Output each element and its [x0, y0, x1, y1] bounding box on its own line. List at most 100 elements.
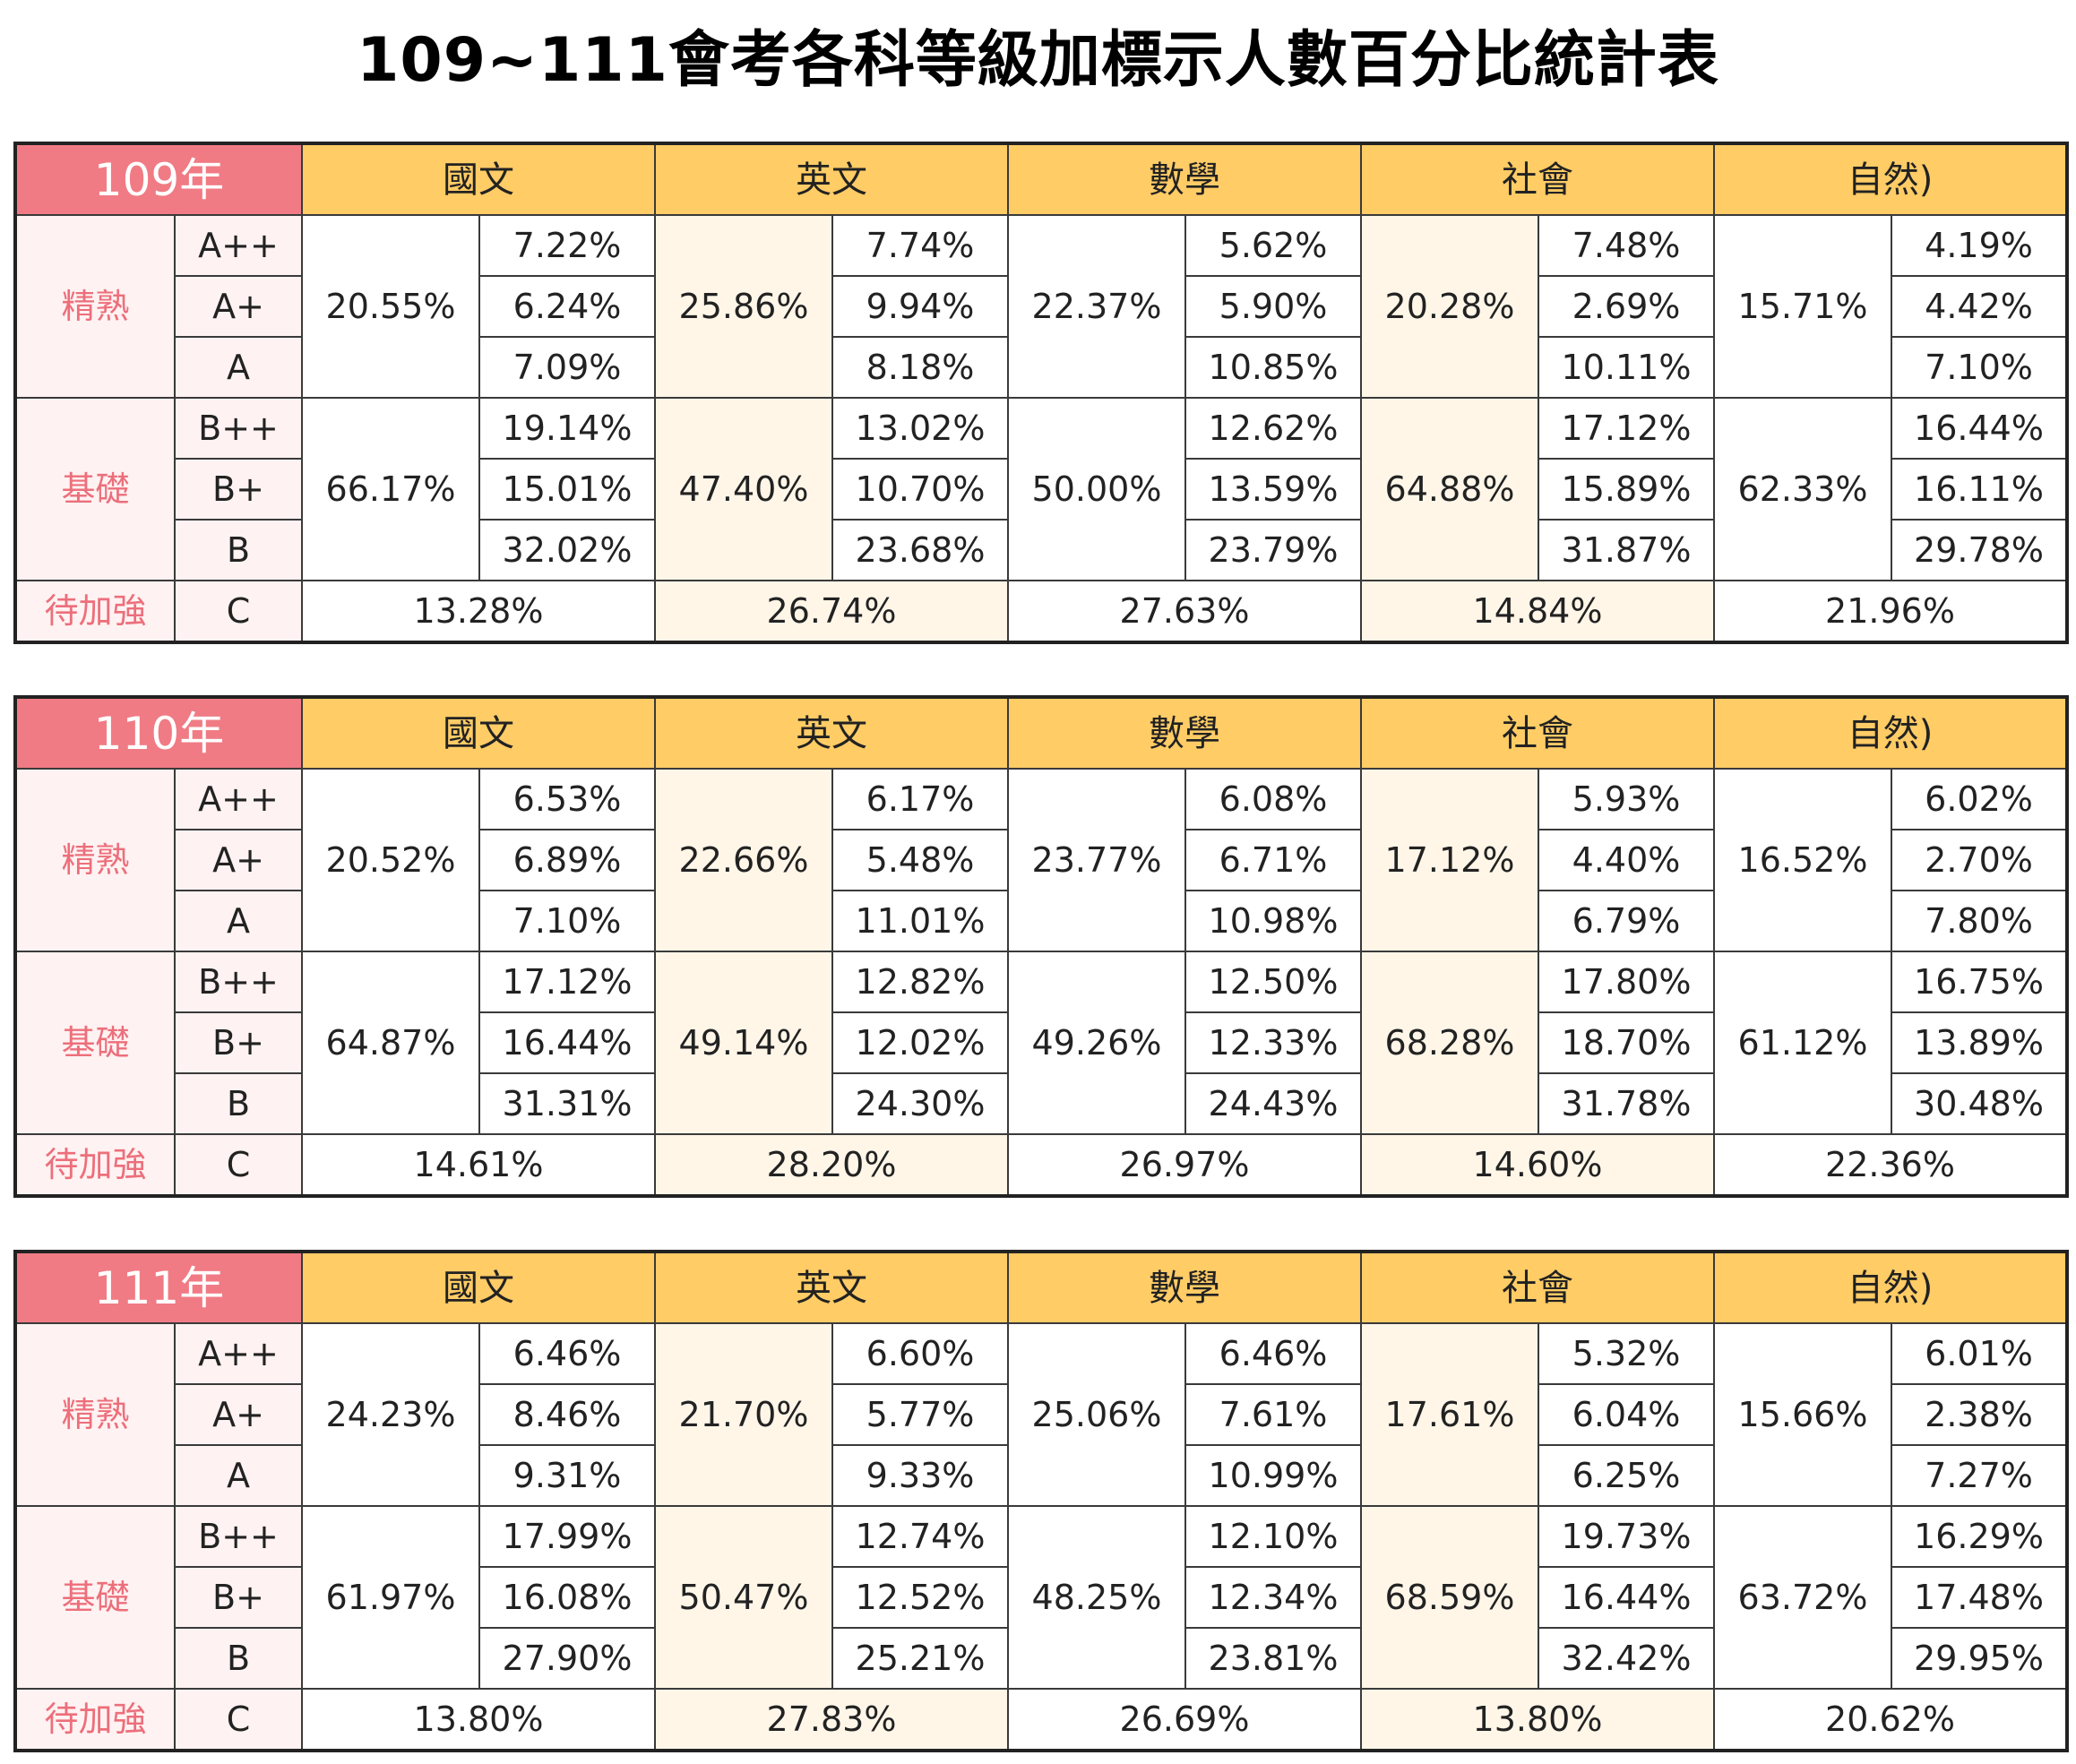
group-total-value: 15.71% — [1713, 214, 1892, 399]
level-value: 10.11% — [1538, 336, 1715, 399]
group-total-value: 24.23% — [301, 1322, 480, 1507]
level-value: 12.33% — [1184, 1011, 1362, 1074]
group-total-value: 20.52% — [301, 768, 480, 952]
level-value: 10.98% — [1184, 890, 1362, 952]
table-row: B 32.02% 23.68% 23.79% 31.87% 29.78% — [15, 519, 2069, 581]
c-value: 14.60% — [1360, 1133, 1715, 1197]
subject-header: 自然) — [1712, 696, 2069, 770]
subject-header: 自然) — [1712, 142, 2069, 216]
level-value: 6.71% — [1184, 829, 1362, 891]
level-value: 6.25% — [1538, 1444, 1715, 1507]
level-label: A — [174, 336, 303, 399]
level-value: 19.14% — [478, 397, 656, 460]
level-value: 6.02% — [1890, 768, 2069, 830]
stats-table-111年: 111年 國文 英文 數學 社會 自然) 精熟 A++ 24.23% 6.46% 21.70% 6.6… — [13, 1250, 2070, 1752]
level-value: 4.40% — [1538, 829, 1715, 891]
level-value: 2.38% — [1890, 1383, 2069, 1446]
subject-header: 國文 — [301, 1251, 656, 1324]
group-total-value: 21.70% — [654, 1322, 833, 1507]
level-value: 4.42% — [1890, 275, 2069, 338]
year-label: 109年 — [14, 142, 303, 216]
table-row: A 7.10% 11.01% 10.98% 6.79% 7.80% — [15, 890, 2069, 952]
group-total-value: 61.12% — [1713, 951, 1892, 1135]
page-title: 109~111會考各科等級加標示人數百分比統計表 — [357, 25, 1719, 96]
level-value: 17.12% — [478, 951, 656, 1013]
group-total-value: 49.14% — [654, 951, 833, 1135]
level-value: 9.94% — [831, 275, 1009, 338]
level-value: 4.19% — [1890, 214, 2069, 277]
subject-header: 社會 — [1360, 142, 1715, 216]
group-label: 精熟 — [14, 1322, 176, 1507]
level-value: 5.93% — [1538, 768, 1715, 830]
group-total-value: 64.87% — [301, 951, 480, 1135]
level-value: 23.79% — [1184, 519, 1362, 581]
level-value: 5.62% — [1184, 214, 1362, 277]
level-value: 10.85% — [1184, 336, 1362, 399]
group-total-value: 68.28% — [1360, 951, 1539, 1135]
level-value: 17.99% — [478, 1505, 656, 1568]
subject-header: 自然) — [1712, 1251, 2069, 1324]
level-label: B++ — [174, 951, 303, 1013]
group-total-value: 17.12% — [1360, 768, 1539, 952]
group-total-value: 66.17% — [301, 397, 480, 581]
table-row: A 7.09% 8.18% 10.85% 10.11% 7.10% — [15, 336, 2069, 399]
table-row: A 9.31% 9.33% 10.99% 6.25% 7.27% — [15, 1444, 2069, 1507]
subject-header: 英文 — [654, 142, 1009, 216]
level-value: 12.62% — [1184, 397, 1362, 460]
table-row: B 31.31% 24.30% 24.43% 31.78% 30.48% — [15, 1072, 2069, 1135]
group-total-value: 25.86% — [654, 214, 833, 399]
group-label: 基礎 — [14, 397, 176, 581]
level-value: 5.32% — [1538, 1322, 1715, 1385]
c-value: 13.28% — [301, 580, 656, 643]
subject-header: 社會 — [1360, 696, 1715, 770]
group-label: 精熟 — [14, 214, 176, 399]
level-value: 16.75% — [1890, 951, 2069, 1013]
subject-header: 數學 — [1007, 1251, 1362, 1324]
table-row: 精熟 A++ 24.23% 6.46% 21.70% 6.60% 25.06% 6.46% 17… — [14, 1322, 2069, 1507]
group-total-value: 23.77% — [1007, 768, 1186, 952]
group-total-value: 20.28% — [1360, 214, 1539, 399]
subject-header: 國文 — [301, 142, 656, 216]
level-label: B++ — [174, 397, 303, 460]
subject-header: 社會 — [1360, 1251, 1715, 1324]
c-value: 14.84% — [1360, 580, 1715, 643]
group-total-value: 49.26% — [1007, 951, 1186, 1135]
c-value: 20.62% — [1712, 1688, 2069, 1751]
table-row: 基礎 B++ 64.87% 17.12% 49.14% 12.82% 49.26% 12.50… — [14, 951, 2069, 1135]
header-row: 111年 國文 英文 數學 社會 自然) — [14, 1251, 2069, 1324]
level-value: 15.01% — [478, 458, 656, 521]
level-value: 16.44% — [478, 1011, 656, 1074]
level-value: 7.27% — [1890, 1444, 2069, 1507]
c-value: 28.20% — [654, 1133, 1009, 1197]
level-value: 6.24% — [478, 275, 656, 338]
group-label: 精熟 — [14, 768, 176, 952]
table-row: 精熟 A++ 20.52% 6.53% 22.66% 6.17% 23.77% 6.08% 17… — [14, 768, 2069, 952]
level-label: B+ — [174, 1011, 303, 1074]
level-value: 17.80% — [1538, 951, 1715, 1013]
level-label: A — [174, 1444, 303, 1507]
level-value: 6.60% — [831, 1322, 1009, 1385]
group-total-value: 16.52% — [1713, 768, 1892, 952]
group-total-value: 62.33% — [1713, 397, 1892, 581]
level-value: 12.02% — [831, 1011, 1009, 1074]
level-label: A+ — [174, 1383, 303, 1446]
level-value: 7.80% — [1890, 890, 2069, 952]
group-label: 基礎 — [14, 951, 176, 1135]
level-value: 6.46% — [478, 1322, 656, 1385]
subject-header: 國文 — [301, 696, 656, 770]
level-value: 6.17% — [831, 768, 1009, 830]
level-value: 10.99% — [1184, 1444, 1362, 1507]
level-label: B++ — [174, 1505, 303, 1568]
level-value: 6.04% — [1538, 1383, 1715, 1446]
group-total-value: 50.00% — [1007, 397, 1186, 581]
level-value: 12.10% — [1184, 1505, 1362, 1568]
c-value: 14.61% — [301, 1133, 656, 1197]
table-row: 待加強 C 13.28% 26.74% 27.63% 14.84% 21.96% — [14, 580, 2069, 643]
level-value: 6.46% — [1184, 1322, 1362, 1385]
c-value: 26.69% — [1007, 1688, 1362, 1751]
level-value: 13.02% — [831, 397, 1009, 460]
level-value: 6.53% — [478, 768, 656, 830]
level-label: B+ — [174, 458, 303, 521]
year-label: 111年 — [14, 1251, 303, 1324]
table-row: A+ 8.46% 5.77% 7.61% 6.04% 2.38% — [15, 1383, 2069, 1446]
